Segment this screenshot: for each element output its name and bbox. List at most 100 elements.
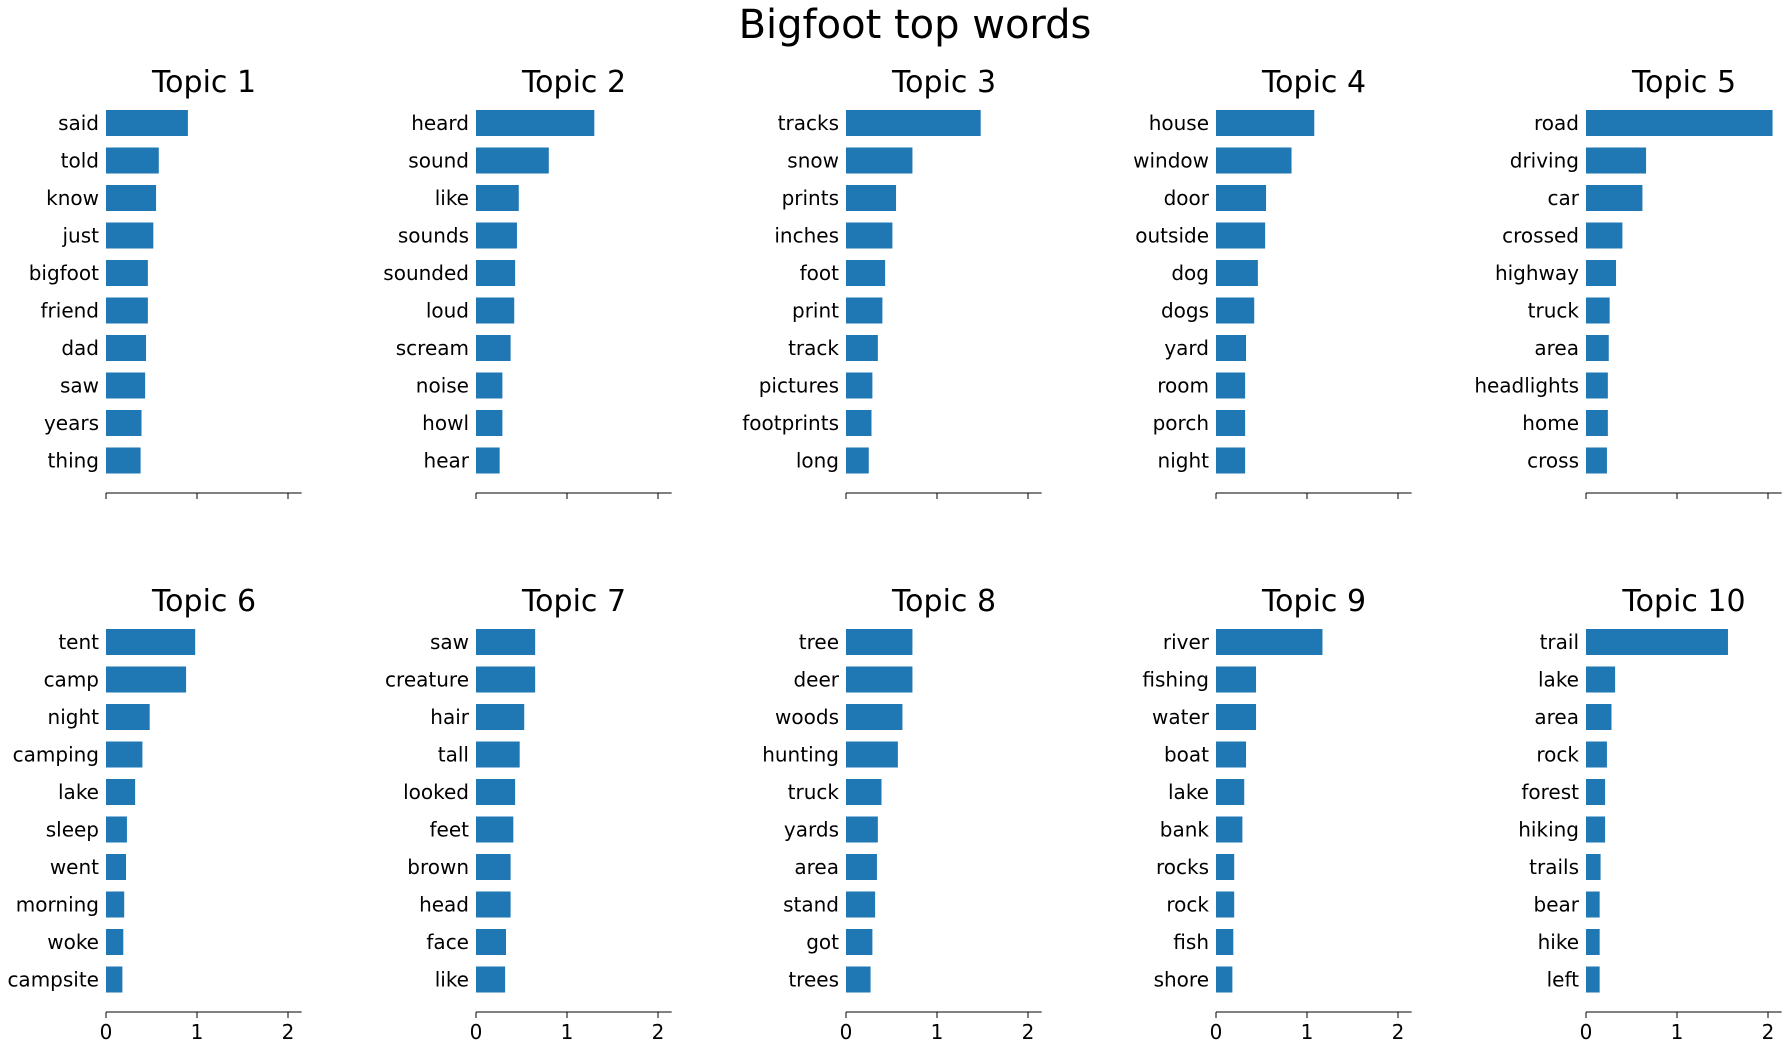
- category-label: loud: [426, 299, 469, 323]
- bar: [476, 372, 503, 399]
- category-label: went: [50, 855, 99, 879]
- x-tick-label: 0: [100, 1020, 113, 1044]
- category-label: brown: [407, 855, 469, 879]
- category-label: hike: [1538, 930, 1579, 954]
- category-label: woods: [775, 705, 839, 729]
- category-label: creature: [385, 668, 469, 692]
- category-label: footprints: [742, 411, 839, 435]
- bar: [1216, 297, 1255, 324]
- bar: [106, 966, 123, 993]
- category-label: scream: [396, 336, 469, 360]
- bar: [106, 335, 147, 361]
- category-label: highway: [1495, 261, 1579, 285]
- bar: [1586, 110, 1773, 136]
- category-label: door: [1164, 186, 1210, 210]
- topic-panel-3: Topic 3 tracks snow prints inches foot print tr…: [742, 65, 1042, 499]
- category-label: lake: [1538, 668, 1579, 692]
- category-label: area: [1534, 705, 1579, 729]
- bar: [476, 185, 519, 211]
- category-label: said: [58, 111, 99, 135]
- category-label: area: [1534, 336, 1579, 360]
- category-label: area: [794, 855, 839, 879]
- bar: [846, 816, 878, 843]
- category-label: noise: [416, 374, 469, 398]
- topic-title: Topic 5: [1631, 65, 1736, 100]
- bar: [846, 779, 882, 805]
- bar: [846, 629, 913, 655]
- x-tick-label: 0: [1210, 1020, 1223, 1044]
- bar: [1586, 854, 1601, 880]
- bar: [476, 666, 536, 693]
- bar: [106, 372, 146, 399]
- category-label: sounds: [398, 224, 469, 248]
- category-label: trees: [788, 968, 839, 992]
- bar: [1586, 447, 1607, 474]
- bar: [106, 297, 148, 324]
- bar: [1586, 929, 1600, 955]
- topic-title: Topic 10: [1621, 584, 1745, 619]
- category-label: crossed: [1502, 224, 1579, 248]
- category-label: water: [1152, 705, 1210, 729]
- category-label: years: [44, 411, 99, 435]
- category-label: lake: [58, 780, 99, 804]
- category-label: headlights: [1474, 374, 1579, 398]
- category-label: feet: [430, 818, 470, 842]
- category-label: campsite: [7, 968, 99, 992]
- bar: [1586, 185, 1643, 211]
- bar: [476, 260, 516, 286]
- topic-title: Topic 7: [521, 584, 626, 619]
- category-label: dog: [1171, 261, 1209, 285]
- category-label: cross: [1527, 449, 1579, 473]
- category-label: saw: [60, 374, 99, 398]
- bar: [1586, 147, 1647, 174]
- bar: [106, 260, 148, 286]
- bar: [846, 110, 981, 136]
- bar: [1216, 891, 1235, 918]
- bar: [1216, 447, 1246, 474]
- category-label: road: [1534, 111, 1579, 135]
- category-label: sound: [408, 149, 469, 173]
- bar: [1216, 741, 1247, 768]
- category-label: got: [806, 930, 839, 954]
- category-label: dad: [61, 336, 99, 360]
- category-label: outside: [1135, 224, 1209, 248]
- bar: [846, 854, 877, 880]
- topic-title: Topic 4: [1261, 65, 1366, 100]
- category-label: print: [792, 299, 839, 323]
- bar: [106, 779, 136, 805]
- category-label: told: [61, 149, 99, 173]
- category-label: forest: [1521, 780, 1579, 804]
- bar: [1216, 335, 1247, 361]
- bar: [846, 447, 869, 474]
- bar: [1216, 929, 1234, 955]
- bar: [846, 929, 873, 955]
- category-label: bigfoot: [29, 261, 99, 285]
- category-label: rock: [1166, 893, 1209, 917]
- bar: [476, 447, 500, 474]
- bar: [1216, 260, 1258, 286]
- x-tick-label: 0: [470, 1020, 483, 1044]
- bar: [846, 666, 913, 693]
- bar: [1216, 779, 1245, 805]
- x-tick-label: 2: [652, 1020, 665, 1044]
- topic-panel-10: Topic 10 trail lake area rock forest hiking tra…: [1518, 584, 1782, 1044]
- x-tick-label: 1: [1671, 1020, 1684, 1044]
- bar: [476, 704, 525, 730]
- category-label: long: [796, 449, 839, 473]
- bar: [1586, 816, 1606, 843]
- bar: [476, 779, 516, 805]
- bar: [106, 629, 196, 655]
- bar: [476, 222, 517, 249]
- x-tick-label: 0: [1580, 1020, 1593, 1044]
- bar: [1586, 704, 1612, 730]
- category-label: window: [1133, 149, 1209, 173]
- bar: [1216, 372, 1246, 399]
- bar: [106, 891, 125, 918]
- category-label: room: [1157, 374, 1209, 398]
- category-label: night: [1158, 449, 1210, 473]
- x-tick-label: 2: [1392, 1020, 1405, 1044]
- bar: [1586, 297, 1610, 324]
- bar: [846, 741, 898, 768]
- bar: [106, 741, 143, 768]
